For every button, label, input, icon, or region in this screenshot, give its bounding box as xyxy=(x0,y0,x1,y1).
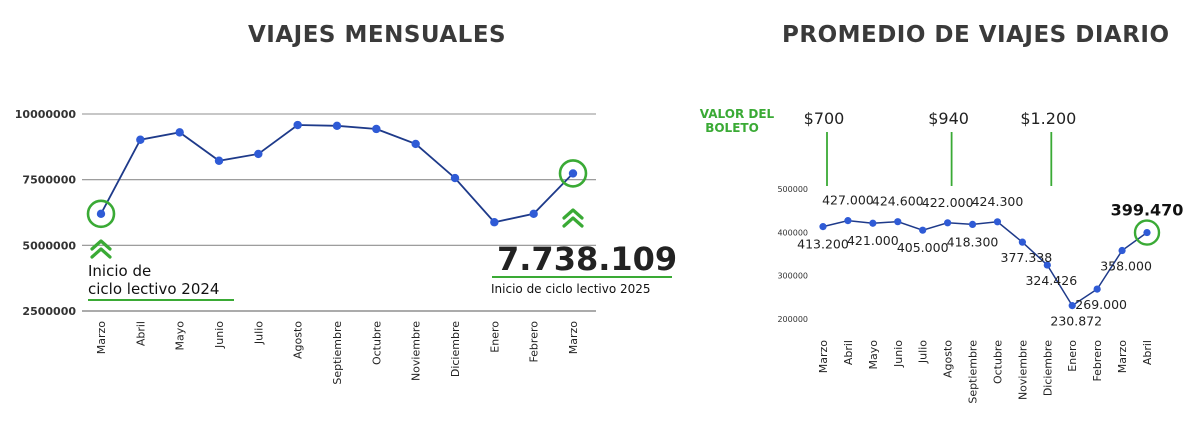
x-tick-label: Marzo xyxy=(1116,340,1129,374)
x-tick-label: Marzo xyxy=(95,321,108,355)
y-tick-label: 300000 xyxy=(777,272,808,281)
x-tick-label: Noviembre xyxy=(410,321,423,381)
x-tick-label: Julio xyxy=(252,321,265,345)
data-point xyxy=(1068,302,1076,310)
data-label: 418.300 xyxy=(947,234,999,249)
data-point xyxy=(568,169,578,178)
highlight-value: 7.738.109 xyxy=(497,240,677,278)
x-tick-label: Julio xyxy=(917,340,930,364)
data-point xyxy=(372,124,381,134)
data-point xyxy=(136,135,145,144)
data-point xyxy=(819,223,827,231)
data-label: 413.200 xyxy=(797,237,849,252)
x-tick-label: Marzo xyxy=(567,321,580,355)
x-tick-label: Abril xyxy=(1141,340,1154,365)
data-point xyxy=(411,139,420,149)
data-point xyxy=(894,218,902,226)
up-chevrons-2024 xyxy=(90,239,112,259)
up-chevrons-2025 xyxy=(562,208,584,228)
data-label: 269.000 xyxy=(1075,297,1127,312)
annotation-text: Inicio de ciclo lectivo 2025 xyxy=(491,282,651,296)
highlight-ring xyxy=(558,159,588,188)
x-tick-label: Noviembre xyxy=(1016,340,1029,400)
data-label: 377.338 xyxy=(1001,250,1053,265)
fare-value: $940 xyxy=(928,109,969,128)
x-tick-label: Septiembre xyxy=(967,340,980,404)
y-tick-label: 400000 xyxy=(777,228,808,237)
highlight-ring xyxy=(86,199,116,229)
data-point xyxy=(175,128,184,137)
data-point xyxy=(1018,238,1026,246)
data-label: 399.470 xyxy=(1111,201,1184,220)
data-point xyxy=(1118,246,1126,255)
data-label: 421.000 xyxy=(847,233,899,248)
series-line xyxy=(100,124,574,224)
data-point xyxy=(254,149,263,159)
data-point xyxy=(919,226,927,234)
data-point xyxy=(968,220,977,229)
y-tick-label: 10000000 xyxy=(15,108,77,121)
data-point xyxy=(450,173,460,183)
x-tick-label: Octubre xyxy=(370,321,383,365)
data-point xyxy=(869,219,877,227)
x-tick-label: Septiembre xyxy=(331,321,344,385)
x-tick-label: Febrero xyxy=(528,321,541,363)
data-point xyxy=(529,209,538,219)
y-tick-label: 5000000 xyxy=(22,239,76,252)
data-label: 230.872 xyxy=(1050,314,1102,329)
fare-value: $700 xyxy=(804,109,845,128)
fare-label: VALOR DEL xyxy=(700,107,775,121)
highlight-ring xyxy=(1133,219,1161,246)
data-point xyxy=(993,218,1002,226)
x-tick-label: Enero xyxy=(488,321,501,353)
series-line xyxy=(822,219,1148,307)
data-label: 424.300 xyxy=(972,194,1024,209)
data-point xyxy=(490,218,499,227)
x-tick-label: Marzo xyxy=(817,340,830,374)
chart-title-monthly-trips: VIAJES MENSUALES xyxy=(248,22,507,48)
data-label: 405.000 xyxy=(897,240,949,255)
chevron-up-icon xyxy=(90,247,112,259)
data-label: 427.000 xyxy=(822,193,874,208)
x-tick-label: Octubre xyxy=(991,340,1004,384)
x-tick-label: Abril xyxy=(842,340,855,365)
data-label: 358.000 xyxy=(1100,259,1152,274)
data-point xyxy=(944,219,952,227)
data-point xyxy=(332,121,342,131)
data-point xyxy=(96,209,106,219)
x-tick-label: Enero xyxy=(1066,340,1079,372)
chart-title-daily-average: PROMEDIO DE VIAJES DIARIO xyxy=(782,22,1170,48)
chevron-up-icon xyxy=(562,216,584,228)
data-point xyxy=(1143,228,1151,237)
x-tick-label: Junio xyxy=(892,340,905,368)
chevron-up-icon xyxy=(90,239,112,251)
x-tick-label: Abril xyxy=(134,321,147,346)
fare-value: $1.200 xyxy=(1020,109,1076,128)
data-label: 424.600 xyxy=(872,194,924,209)
data-point xyxy=(844,217,852,225)
fare-label: BOLETO xyxy=(705,121,759,135)
y-tick-label: 2500000 xyxy=(22,305,76,318)
annotation-text: ciclo lectivo 2024 xyxy=(88,280,219,298)
data-label: 422.000 xyxy=(922,195,974,210)
x-tick-label: Agosto xyxy=(942,340,955,378)
x-tick-label: Mayo xyxy=(174,321,187,351)
x-tick-label: Diciembre xyxy=(449,321,462,377)
x-tick-label: Febrero xyxy=(1091,340,1104,382)
x-tick-label: Agosto xyxy=(292,321,305,359)
annotation-text: Inicio de xyxy=(88,262,151,280)
data-point xyxy=(1043,261,1051,269)
data-point xyxy=(1093,285,1101,293)
y-tick-label: 500000 xyxy=(777,185,808,194)
x-tick-label: Junio xyxy=(213,321,226,349)
x-tick-label: Diciembre xyxy=(1041,340,1054,396)
y-tick-label: 7500000 xyxy=(22,174,76,187)
data-point xyxy=(293,120,302,130)
y-tick-label: 200000 xyxy=(777,315,808,324)
data-point xyxy=(214,156,224,165)
x-tick-label: Mayo xyxy=(867,340,880,370)
data-label: 324.426 xyxy=(1025,273,1077,288)
chevron-up-icon xyxy=(562,208,584,220)
